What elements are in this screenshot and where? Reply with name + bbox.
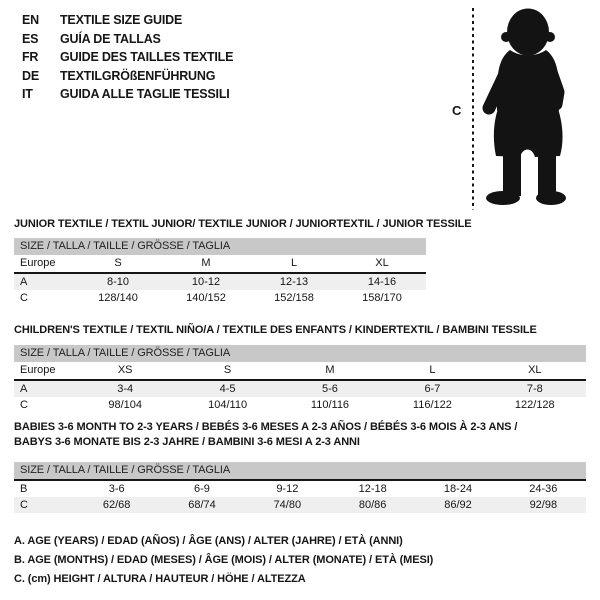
language-code: ES	[22, 31, 39, 46]
language-row-de: DE TEXTILGRÖßENFÜHRUNG	[22, 67, 233, 86]
table-cell: L	[429, 364, 436, 376]
table-cell: 3-6	[108, 483, 125, 495]
table-row-c: C 98/104 104/110 110/116 116/122 122/128	[14, 397, 586, 413]
language-title: GUIDA ALLE TAGLIE TESSILI	[60, 87, 230, 101]
language-code: IT	[22, 87, 33, 101]
row-label: Europe	[20, 364, 56, 376]
table-row-europe: Europe XS S M L XL	[14, 362, 586, 379]
table-divider	[14, 379, 586, 381]
table-cell: M	[325, 364, 335, 376]
table-cell: XL	[375, 257, 389, 269]
children-table: SIZE / TALLA / TAILLE / GRÖSSE / TAGLIA …	[14, 345, 586, 413]
legend-notes: A. AGE (YEARS) / EDAD (AÑOS) / ÂGE (ANS)…	[14, 532, 433, 589]
table-cell: 18-24	[443, 483, 473, 495]
table-cell: 4-5	[219, 383, 236, 395]
table-cell: 74/80	[273, 499, 302, 511]
table-row-a: A 8-10 10-12 12-13 14-16	[14, 274, 426, 290]
row-label: B	[20, 483, 28, 495]
table-cell: S	[114, 257, 122, 269]
table-cell: 8-10	[106, 276, 130, 288]
row-label: C	[20, 399, 28, 411]
note-age-years: A. AGE (YEARS) / EDAD (AÑOS) / ÂGE (ANS)…	[14, 535, 403, 547]
table-cell: 10-12	[191, 276, 221, 288]
table-cell: 92/98	[529, 499, 558, 511]
table-cell: 116/122	[412, 399, 452, 411]
language-code: FR	[22, 50, 39, 64]
table-cell: 110/116	[310, 399, 350, 411]
table-cell: 86/92	[444, 499, 472, 511]
babies-title-line2: BABYS 3-6 MONATE BIS 2-3 JAHRE / BAMBINI…	[14, 436, 360, 448]
row-label: Europe	[20, 257, 56, 269]
table-cell: 158/170	[362, 292, 402, 304]
table-cell: L	[290, 257, 298, 269]
table-cell: 62/68	[102, 499, 131, 511]
table-cell: 14-16	[367, 276, 397, 288]
baby-figure: C	[440, 0, 600, 215]
table-cell: S	[223, 364, 232, 376]
language-list: EN TEXTILE SIZE GUIDE ES GUÍA DE TALLAS …	[22, 11, 233, 104]
table-cell: XS	[117, 364, 133, 376]
babies-table: SIZE / TALLA / TAILLE / GRÖSSE / TAGLIA …	[14, 462, 586, 513]
language-title: GUIDE DES TAILLES TEXTILE	[60, 50, 234, 64]
height-measure-label: C	[452, 103, 462, 118]
language-code: DE	[22, 68, 39, 83]
table-cell: 98/104	[108, 399, 143, 411]
table-cell: XL	[528, 364, 542, 376]
table-row-a: A 3-4 4-5 5-6 6-7 7-8	[14, 381, 586, 397]
language-row-en: EN TEXTILE SIZE GUIDE	[22, 11, 233, 30]
language-title: GUÍA DE TALLAS	[60, 31, 161, 46]
table-cell: 12-13	[279, 276, 309, 288]
table-cell: M	[201, 257, 211, 269]
height-dotted-line	[472, 8, 474, 210]
row-label: A	[20, 276, 28, 288]
table-cell: 128/140	[98, 292, 138, 304]
table-cell: 6-7	[424, 383, 441, 395]
table-cell: 5-6	[322, 383, 338, 395]
size-header-bar: SIZE / TALLA / TAILLE / GRÖSSE / TAGLIA	[14, 345, 586, 362]
table-cell: 122/128	[514, 399, 555, 411]
table-cell: 80/86	[358, 499, 387, 511]
table-cell: 24-36	[529, 483, 558, 495]
table-cell: 140/152	[186, 292, 226, 304]
size-header-bar: SIZE / TALLA / TAILLE / GRÖSSE / TAGLIA	[14, 462, 586, 479]
table-cell: 6-9	[194, 483, 210, 495]
row-label: C	[20, 292, 28, 304]
language-row-es: ES GUÍA DE TALLAS	[22, 30, 233, 49]
table-divider	[14, 479, 586, 481]
babies-table-title: BABIES 3-6 MONTH TO 2-3 YEARS / BEBÉS 3-…	[14, 420, 517, 450]
table-cell: 12-18	[358, 483, 387, 495]
table-row-c: C 128/140 140/152 152/158 158/170	[14, 290, 426, 306]
table-row-b: B 3-6 6-9 9-12 12-18 18-24 24-36	[14, 481, 586, 497]
table-cell: 104/110	[208, 399, 248, 411]
baby-silhouette-icon	[482, 8, 566, 205]
row-label: C	[20, 499, 28, 511]
note-height: C. (cm) HEIGHT / ALTURA / HAUTEUR / HÖHE…	[14, 573, 306, 585]
language-title: TEXTILGRÖßENFÜHRUNG	[60, 68, 216, 83]
language-title: TEXTILE SIZE GUIDE	[60, 13, 183, 27]
size-header-bar: SIZE / TALLA / TAILLE / GRÖSSE / TAGLIA	[14, 238, 426, 255]
table-cell: 7-8	[526, 383, 543, 395]
babies-title-line1: BABIES 3-6 MONTH TO 2-3 YEARS / BEBÉS 3-…	[14, 421, 518, 433]
row-label: A	[20, 383, 28, 395]
language-row-it: IT GUIDA ALLE TAGLIE TESSILI	[22, 85, 233, 104]
table-cell: 152/158	[274, 292, 314, 304]
table-cell: 68/74	[188, 499, 216, 511]
language-row-fr: FR GUIDE DES TAILLES TEXTILE	[22, 48, 233, 67]
table-row-c: C 62/68 68/74 74/80 80/86 86/92 92/98	[14, 497, 586, 513]
children-table-title: CHILDREN'S TEXTILE / TEXTIL NIÑO/A / TEX…	[14, 324, 537, 336]
language-code: EN	[22, 13, 39, 27]
junior-table: SIZE / TALLA / TAILLE / GRÖSSE / TAGLIA …	[14, 238, 426, 306]
junior-table-title: JUNIOR TEXTILE / TEXTIL JUNIOR/ TEXTILE …	[14, 218, 472, 230]
note-age-months: B. AGE (MONTHS) / EDAD (MESES) / ÂGE (MO…	[14, 554, 434, 566]
table-cell: 3-4	[117, 383, 134, 395]
table-cell: 9-12	[276, 483, 299, 495]
table-row-europe: Europe S M L XL	[14, 255, 426, 272]
table-divider	[14, 272, 426, 274]
